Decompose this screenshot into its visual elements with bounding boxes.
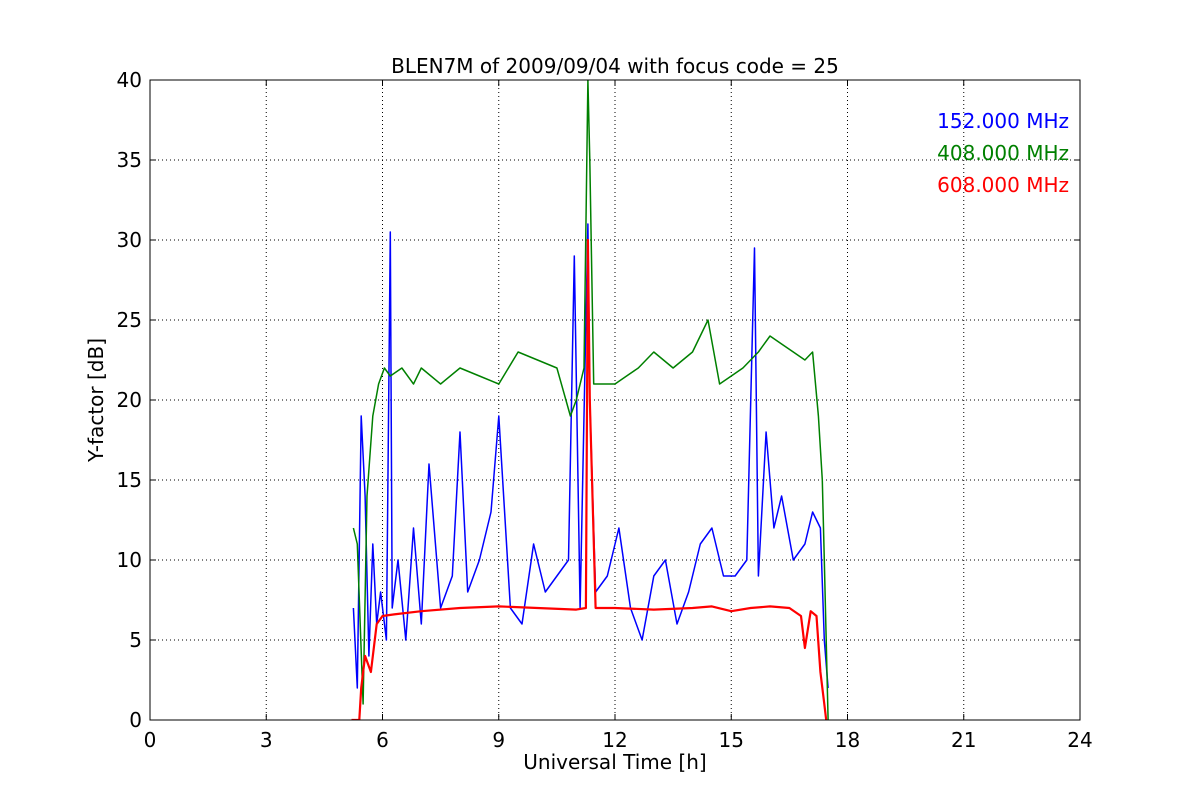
series-line-2 [351,238,828,720]
chart-title: BLEN7M of 2009/09/04 with focus code = 2… [391,54,839,78]
y-tick-label: 5 [129,628,142,652]
y-tick-label: 30 [117,228,142,252]
legend-entry: 608.000 MHz [937,173,1069,197]
x-tick-label: 21 [951,728,976,752]
series-line-1 [352,80,829,720]
x-tick-label: 15 [719,728,744,752]
legend: 152.000 MHz 408.000 MHz 608.000 MHz [937,109,1069,197]
x-tick-label: 24 [1067,728,1092,752]
y-tick-label: 40 [117,68,142,92]
legend-entry: 408.000 MHz [937,141,1069,165]
y-tick-label: 0 [129,708,142,732]
y-axis-title: Y-factor [dB] [84,338,108,463]
x-tick-label: 0 [144,728,157,752]
x-tick-label: 3 [260,728,273,752]
y-tick-label: 20 [117,388,142,412]
x-tick-label: 9 [492,728,505,752]
y-tick-label: 25 [117,308,142,332]
y-tick-label: 15 [117,468,142,492]
series-line-0 [352,223,829,689]
series-group [351,80,829,720]
y-tick-label: 35 [117,148,142,172]
x-tick-label: 6 [376,728,389,752]
ticks: 0 3 6 9 12 15 18 21 24 0 5 10 15 20 25 30 35 40 [117,68,1093,752]
x-axis-title: Universal Time [h] [523,750,706,774]
x-tick-label: 18 [835,728,860,752]
series-layer [351,80,829,720]
x-tick-label: 12 [602,728,627,752]
legend-entry: 152.000 MHz [937,109,1069,133]
y-tick-label: 10 [117,548,142,572]
